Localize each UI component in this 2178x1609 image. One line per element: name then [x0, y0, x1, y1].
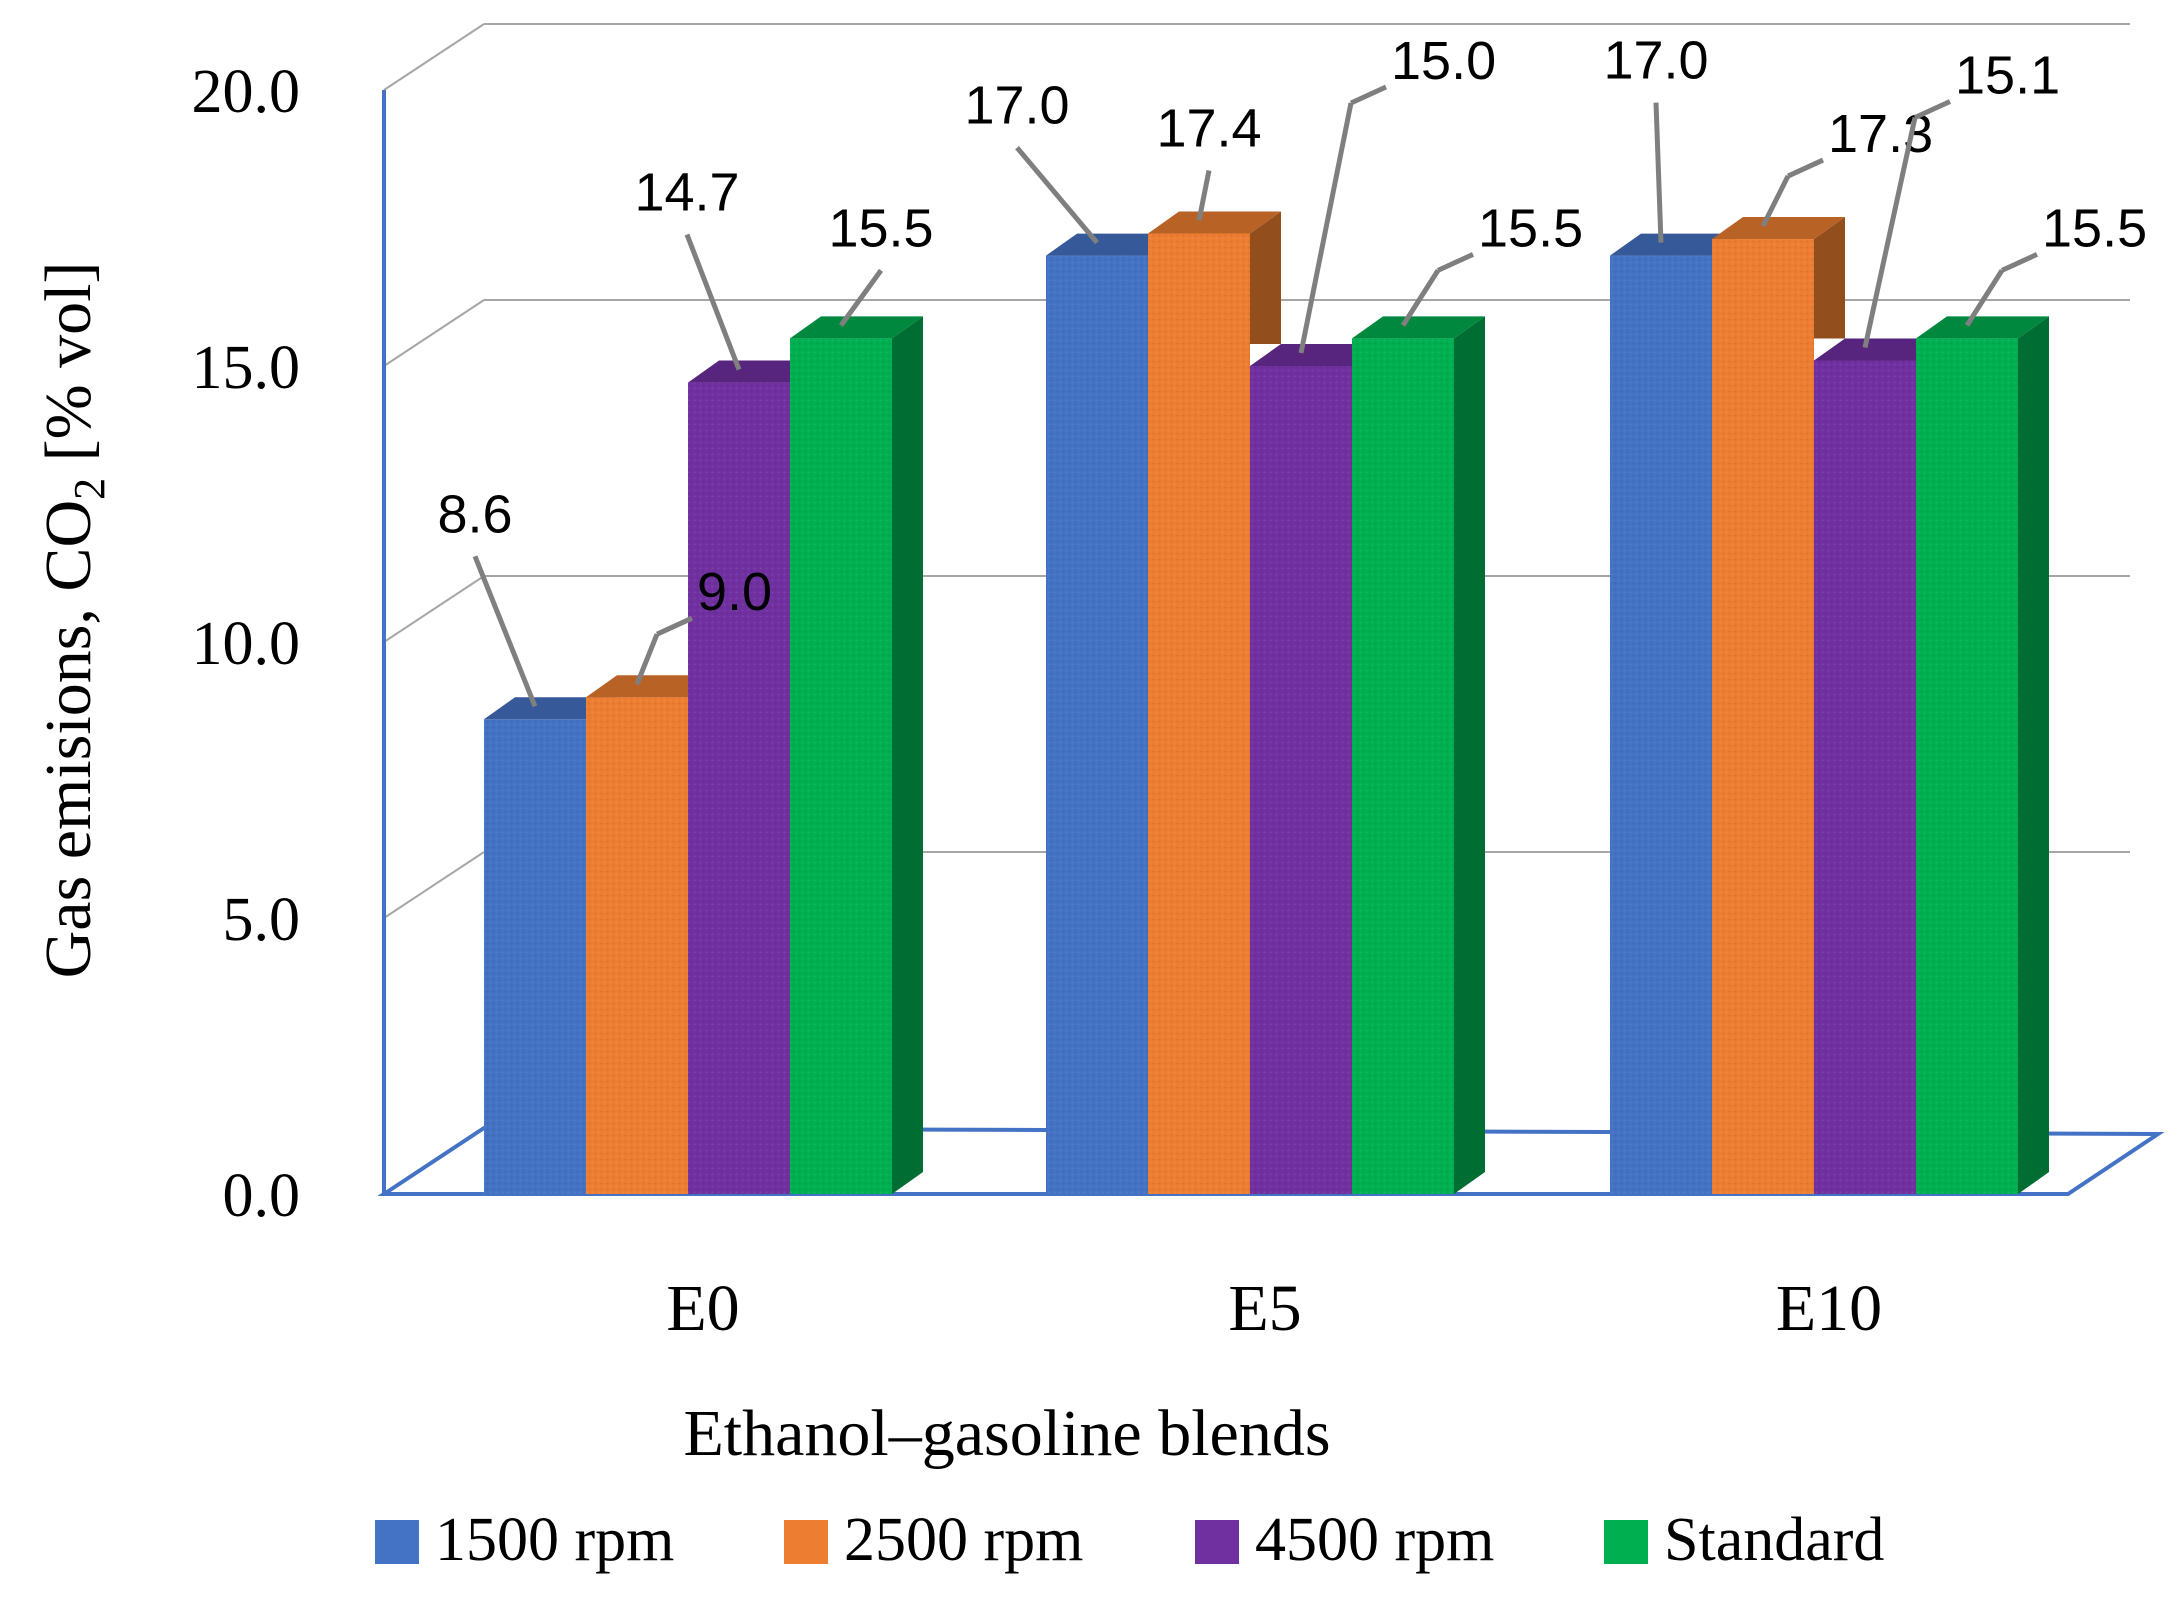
bar-texture [1610, 255, 1712, 1195]
bar-texture [1046, 255, 1148, 1195]
data-label: 9.0 [697, 562, 772, 622]
legend-item: 4500 rpm [1195, 1506, 1494, 1574]
gridline-side [383, 23, 485, 91]
bar-texture [790, 338, 892, 1194]
legend-swatch [784, 1520, 828, 1564]
y-tick-label: 5.0 [223, 886, 301, 954]
leader-line [2000, 252, 2039, 273]
leader-line [838, 268, 884, 327]
leader-line [1653, 102, 1664, 243]
leader-line [1760, 174, 1791, 228]
legend-label: 1500 rpm [435, 1506, 674, 1574]
data-label: 8.6 [437, 484, 512, 544]
leader-line [684, 233, 742, 371]
data-label: 15.1 [1955, 45, 2060, 105]
bar-texture [484, 719, 586, 1194]
bar-texture [1916, 338, 2018, 1194]
data-label-layer: 8.6 9.0 14.7 15.5 17.0 17.4 15.0 15.5 17.0 17.3 15… [437, 31, 2147, 708]
leader-line [655, 615, 694, 637]
bar-top [484, 697, 617, 720]
data-label: 17.0 [964, 76, 1069, 136]
x-axis-title: Ethanol–gasoline blends [683, 1397, 1330, 1470]
leader-line [1196, 170, 1212, 222]
leader-line [1964, 269, 2005, 327]
y-tick-label: 20.0 [192, 58, 301, 126]
gridline-side [383, 575, 485, 643]
data-label: 15.0 [1391, 31, 1496, 91]
leader-line [1913, 99, 1952, 120]
legend-swatch [1604, 1520, 1648, 1564]
gridline-side [383, 851, 485, 919]
bar-top [790, 316, 923, 339]
bar-top [1250, 344, 1383, 366]
leader-line [634, 633, 660, 686]
bar-top [586, 675, 719, 698]
floor [377, 1125, 2165, 1196]
bar-side [892, 316, 923, 1194]
data-label: 14.7 [634, 163, 739, 223]
bar-top [1610, 233, 1743, 256]
bar-texture [688, 382, 790, 1194]
leader-line [472, 555, 538, 708]
leader-line [1862, 116, 1918, 349]
y-axis-title-subscript: 2 [65, 478, 114, 500]
y-tick-label: 10.0 [192, 610, 301, 678]
y-axis-title: Gas emisions, CO2 [% vol] [32, 262, 114, 979]
legend-item: 1500 rpm [375, 1506, 674, 1574]
bar-side [2018, 316, 2049, 1194]
x-tick-label: E5 [1228, 1272, 1301, 1345]
data-label: 17.3 [1828, 104, 1933, 164]
bar-texture [1148, 233, 1250, 1194]
leader-line [1786, 157, 1825, 179]
leader-line [1436, 252, 1475, 273]
leader-line [1349, 84, 1388, 106]
bar-top [1046, 233, 1179, 256]
bar-side [1250, 211, 1281, 344]
legend-swatch [375, 1520, 419, 1564]
x-tick-label: E0 [666, 1272, 739, 1345]
data-label: 15.5 [828, 198, 933, 258]
axis-layer: 0.0 5.0 10.0 15.0 20.0 E0 E5 E10 [192, 58, 2165, 1345]
legend-label: 2500 rpm [844, 1506, 1083, 1574]
x-tick-label: E10 [1776, 1272, 1882, 1345]
leader-line [1298, 102, 1354, 354]
data-label: 15.5 [1478, 198, 1583, 258]
y-tick-label: 0.0 [223, 1162, 301, 1230]
bar-top [1352, 316, 1485, 339]
bar-top [1712, 217, 1845, 240]
legend-swatch [1195, 1520, 1239, 1564]
legend-label: 4500 rpm [1255, 1506, 1494, 1574]
bar-side [1454, 316, 1485, 1194]
data-label: 17.4 [1156, 99, 1261, 159]
bar-top [1916, 316, 2049, 339]
bar-layer [484, 211, 2049, 1195]
bar-texture [1250, 366, 1352, 1194]
y-tick-label: 15.0 [192, 334, 301, 402]
bar-top [688, 360, 821, 383]
legend-item: 2500 rpm [784, 1506, 1083, 1574]
legend-item: Standard [1604, 1506, 1884, 1574]
bar-side [1814, 217, 1845, 339]
gridline-side [383, 299, 485, 367]
bar-texture [1712, 239, 1814, 1195]
data-label: 17.0 [1603, 31, 1708, 91]
leader-line [1400, 269, 1441, 327]
bar-texture [586, 697, 688, 1194]
bar-top [1148, 211, 1281, 234]
leader-line [1015, 145, 1099, 245]
bar-top [1814, 338, 1947, 361]
bar-texture [1814, 360, 1916, 1195]
data-label: 15.5 [2042, 198, 2147, 258]
bar-texture [1352, 338, 1454, 1194]
legend-label: Standard [1664, 1506, 1884, 1574]
legend: 1500 rpm 2500 rpm 4500 rpm Standard [375, 1506, 1884, 1574]
